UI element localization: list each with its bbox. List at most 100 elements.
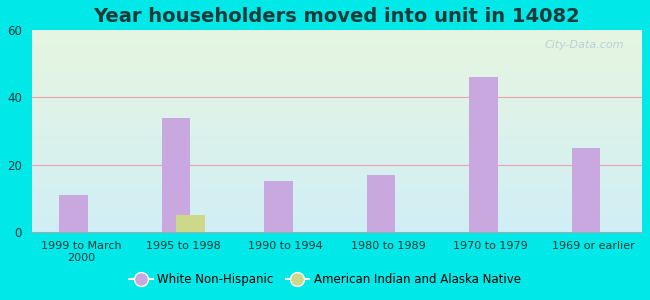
Bar	[32, 114, 642, 115]
Bar	[32, 131, 642, 132]
Bar	[32, 80, 642, 81]
Bar	[32, 178, 642, 179]
Bar	[32, 183, 642, 184]
Bar	[32, 74, 642, 75]
Bar	[32, 50, 642, 51]
Bar	[469, 77, 498, 232]
Bar	[32, 176, 642, 177]
Bar	[32, 137, 642, 138]
Bar	[32, 88, 642, 89]
Bar	[32, 186, 642, 188]
Bar	[32, 140, 642, 141]
Bar	[32, 208, 642, 210]
Bar	[32, 64, 642, 65]
Bar	[32, 139, 642, 140]
Bar	[32, 167, 642, 168]
Bar	[32, 56, 642, 58]
Bar	[32, 95, 642, 96]
Bar	[32, 40, 642, 41]
Bar	[32, 89, 642, 90]
Bar	[32, 222, 642, 223]
Bar	[32, 47, 642, 48]
Bar	[32, 148, 642, 149]
Bar	[32, 118, 642, 119]
Bar	[32, 108, 642, 109]
Bar	[32, 196, 642, 197]
Bar	[32, 188, 642, 189]
Text: City-Data.com: City-Data.com	[545, 40, 624, 50]
Bar	[32, 219, 642, 220]
Bar	[32, 79, 642, 80]
Bar	[32, 51, 642, 52]
Bar	[32, 120, 642, 121]
Bar	[32, 122, 642, 123]
Bar	[32, 119, 642, 120]
Bar	[32, 155, 642, 156]
Bar	[32, 144, 642, 145]
Bar	[32, 62, 642, 64]
Bar	[32, 216, 642, 217]
Bar	[32, 106, 642, 107]
Bar	[32, 112, 642, 113]
Bar	[32, 115, 642, 116]
Bar	[32, 130, 642, 131]
Bar	[32, 164, 642, 165]
Bar	[32, 177, 642, 178]
Bar	[32, 190, 642, 191]
Bar	[32, 175, 642, 176]
Bar	[32, 73, 642, 74]
Bar	[32, 85, 642, 86]
Bar	[32, 227, 642, 228]
Bar	[32, 218, 642, 219]
Bar	[32, 135, 642, 136]
Bar	[32, 31, 642, 32]
Bar	[59, 195, 88, 232]
Bar	[32, 44, 642, 45]
Bar	[32, 111, 642, 112]
Bar	[32, 146, 642, 147]
Bar	[32, 32, 642, 33]
Bar	[32, 213, 642, 214]
Bar	[32, 86, 642, 87]
Bar	[32, 205, 642, 206]
Bar	[32, 129, 642, 130]
Bar	[32, 52, 642, 53]
Bar	[32, 150, 642, 151]
Bar	[32, 202, 642, 203]
Bar	[32, 207, 642, 208]
Title: Year householders moved into unit in 14082: Year householders moved into unit in 140…	[94, 7, 580, 26]
Bar	[32, 69, 642, 70]
Bar	[367, 175, 395, 232]
Bar	[32, 170, 642, 171]
Bar	[32, 161, 642, 162]
Bar	[32, 36, 642, 37]
Bar	[32, 221, 642, 222]
Bar	[32, 212, 642, 213]
Bar	[32, 179, 642, 180]
Bar	[32, 99, 642, 100]
Bar	[32, 174, 642, 175]
Bar	[32, 68, 642, 69]
Bar	[32, 127, 642, 128]
Bar	[32, 48, 642, 50]
Bar	[32, 157, 642, 158]
Bar	[32, 39, 642, 41]
Bar	[32, 189, 642, 190]
Bar	[32, 109, 642, 110]
Bar	[32, 55, 642, 56]
Bar	[32, 229, 642, 230]
Bar	[32, 134, 642, 135]
Bar	[32, 45, 642, 46]
Bar	[32, 223, 642, 224]
Bar	[32, 182, 642, 183]
Bar	[32, 210, 642, 211]
Bar	[32, 102, 642, 103]
Bar	[32, 147, 642, 148]
Bar	[32, 231, 642, 232]
Bar	[32, 151, 642, 152]
Bar	[32, 125, 642, 126]
Bar	[32, 214, 642, 216]
Bar	[32, 76, 642, 78]
Bar	[32, 38, 642, 39]
Bar	[32, 61, 642, 62]
